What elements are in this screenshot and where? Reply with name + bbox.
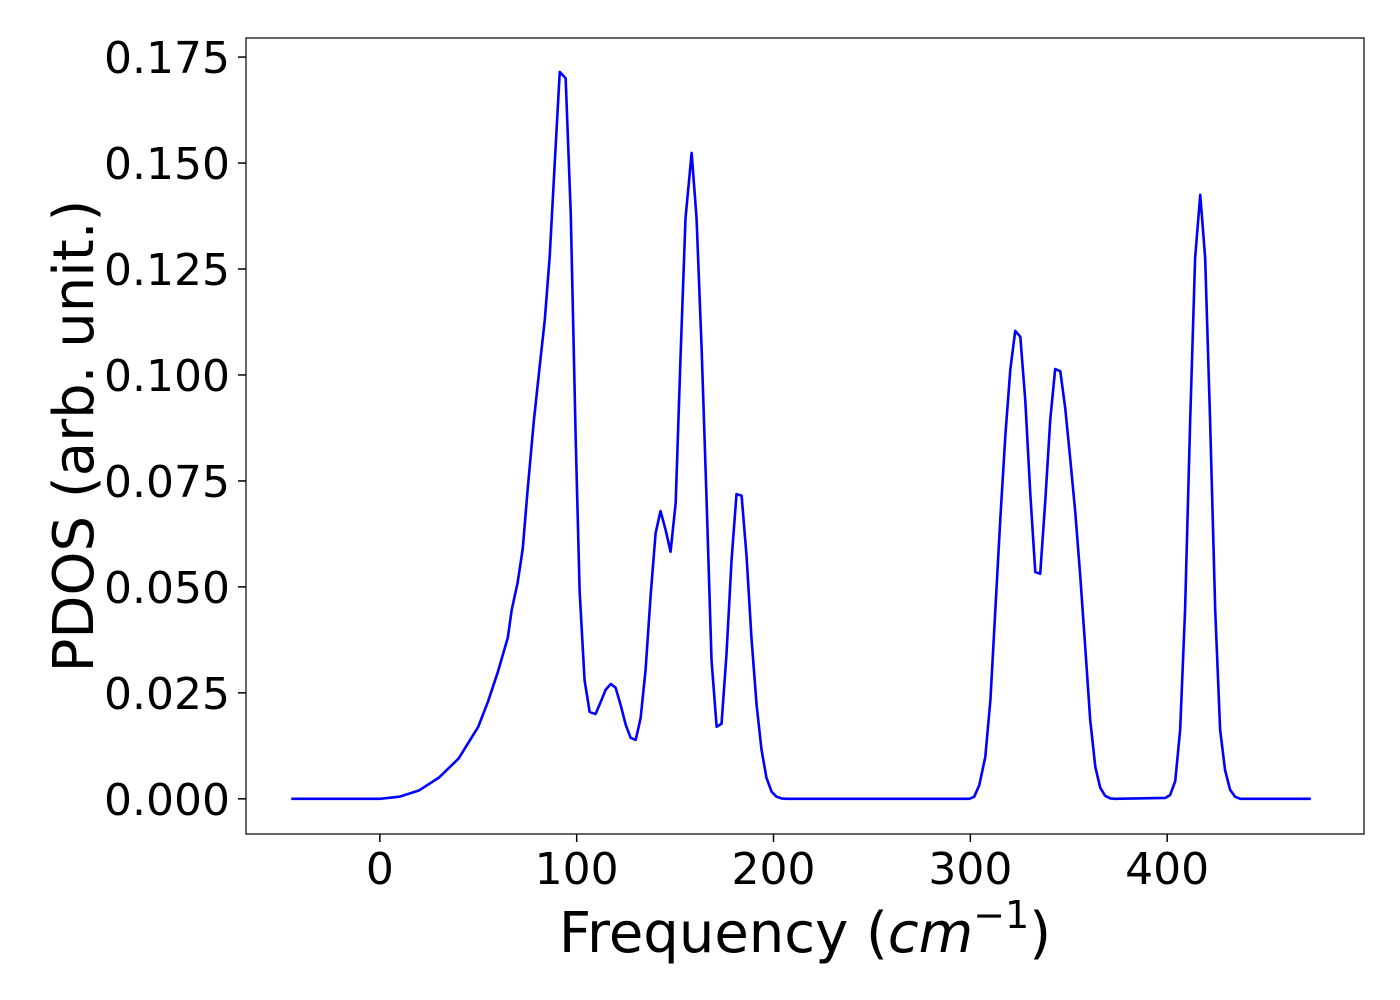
y-axis-label: PDOS (arb. unit.)	[42, 200, 107, 673]
x-tick-label: 0	[366, 844, 394, 895]
y-tick-label: 0.125	[104, 245, 230, 296]
y-tick-label: 0.150	[104, 139, 230, 190]
plot-frame	[245, 37, 1365, 835]
x-tick-label: 300	[928, 844, 1012, 895]
x-tick-label: 400	[1125, 844, 1209, 895]
data-line	[291, 70, 1311, 801]
x-label-part: −1	[973, 893, 1029, 937]
y-tick-label: 0.175	[104, 33, 230, 84]
x-tick-label: 100	[535, 844, 619, 895]
y-tick-label: 0.075	[104, 457, 230, 508]
x-label-part: )	[1029, 901, 1051, 966]
x-label-part: Frequency (	[559, 901, 888, 966]
y-tick-label: 0.050	[104, 563, 230, 614]
y-tick-label: 0.100	[104, 351, 230, 402]
x-axis-label: Frequency (cm−1)	[559, 893, 1051, 966]
y-tick-label: 0.000	[104, 775, 230, 826]
x-label-part: cm	[888, 901, 973, 966]
y-tick-label: 0.025	[104, 669, 230, 720]
x-tick-label: 200	[732, 844, 816, 895]
